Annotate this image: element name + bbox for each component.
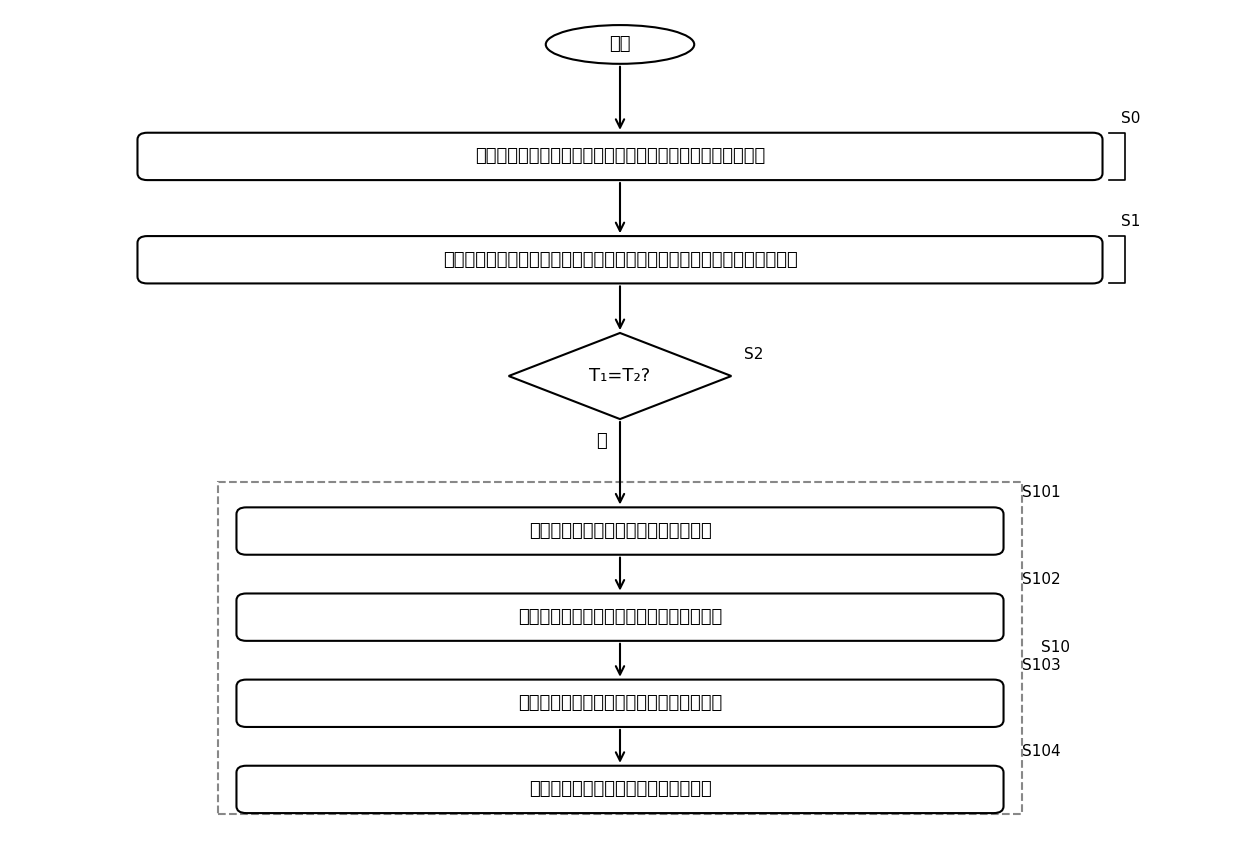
Text: S10: S10 — [1040, 640, 1070, 655]
Text: 控制冷剂出口排出的冷剂通入第二冷箱: 控制冷剂出口排出的冷剂通入第二冷箱 — [528, 522, 712, 540]
Text: S0: S0 — [1121, 111, 1141, 126]
Text: S1: S1 — [1121, 214, 1141, 229]
Text: 控制第二冷箱排出的冷剂通入闭式散热装置: 控制第二冷箱排出的冷剂通入闭式散热装置 — [518, 608, 722, 626]
Text: S101: S101 — [1022, 486, 1060, 500]
Text: 控制第二冷箱排出的冷剂通入冷剂进口: 控制第二冷箱排出的冷剂通入冷剂进口 — [528, 780, 712, 798]
Polygon shape — [508, 333, 732, 419]
FancyBboxPatch shape — [237, 594, 1003, 641]
Text: T₁=T₂?: T₁=T₂? — [589, 367, 651, 385]
Text: 控制闭式散热装置排出的冷剂通入第一冷箱: 控制闭式散热装置排出的冷剂通入第一冷箱 — [518, 695, 722, 712]
Text: S2: S2 — [744, 347, 763, 362]
FancyBboxPatch shape — [237, 507, 1003, 555]
Text: S104: S104 — [1022, 744, 1060, 759]
Text: 控制闭式散热装置、制冷机、工艺装置进行注液、排气、清洗: 控制闭式散热装置、制冷机、工艺装置进行注液、排气、清洗 — [475, 148, 765, 165]
Ellipse shape — [546, 25, 694, 64]
Text: 开始: 开始 — [609, 35, 631, 54]
FancyBboxPatch shape — [237, 766, 1003, 813]
FancyBboxPatch shape — [237, 680, 1003, 727]
Text: 获取冷剂箱中的冷剂温度、冷剂进口处的进冷温度、冷剂出口处的出冷温度: 获取冷剂箱中的冷剂温度、冷剂进口处的进冷温度、冷剂出口处的出冷温度 — [443, 251, 797, 269]
Text: 是: 是 — [596, 432, 606, 449]
Text: S103: S103 — [1022, 658, 1061, 673]
FancyBboxPatch shape — [138, 236, 1102, 283]
Text: S102: S102 — [1022, 572, 1060, 587]
FancyBboxPatch shape — [138, 133, 1102, 180]
